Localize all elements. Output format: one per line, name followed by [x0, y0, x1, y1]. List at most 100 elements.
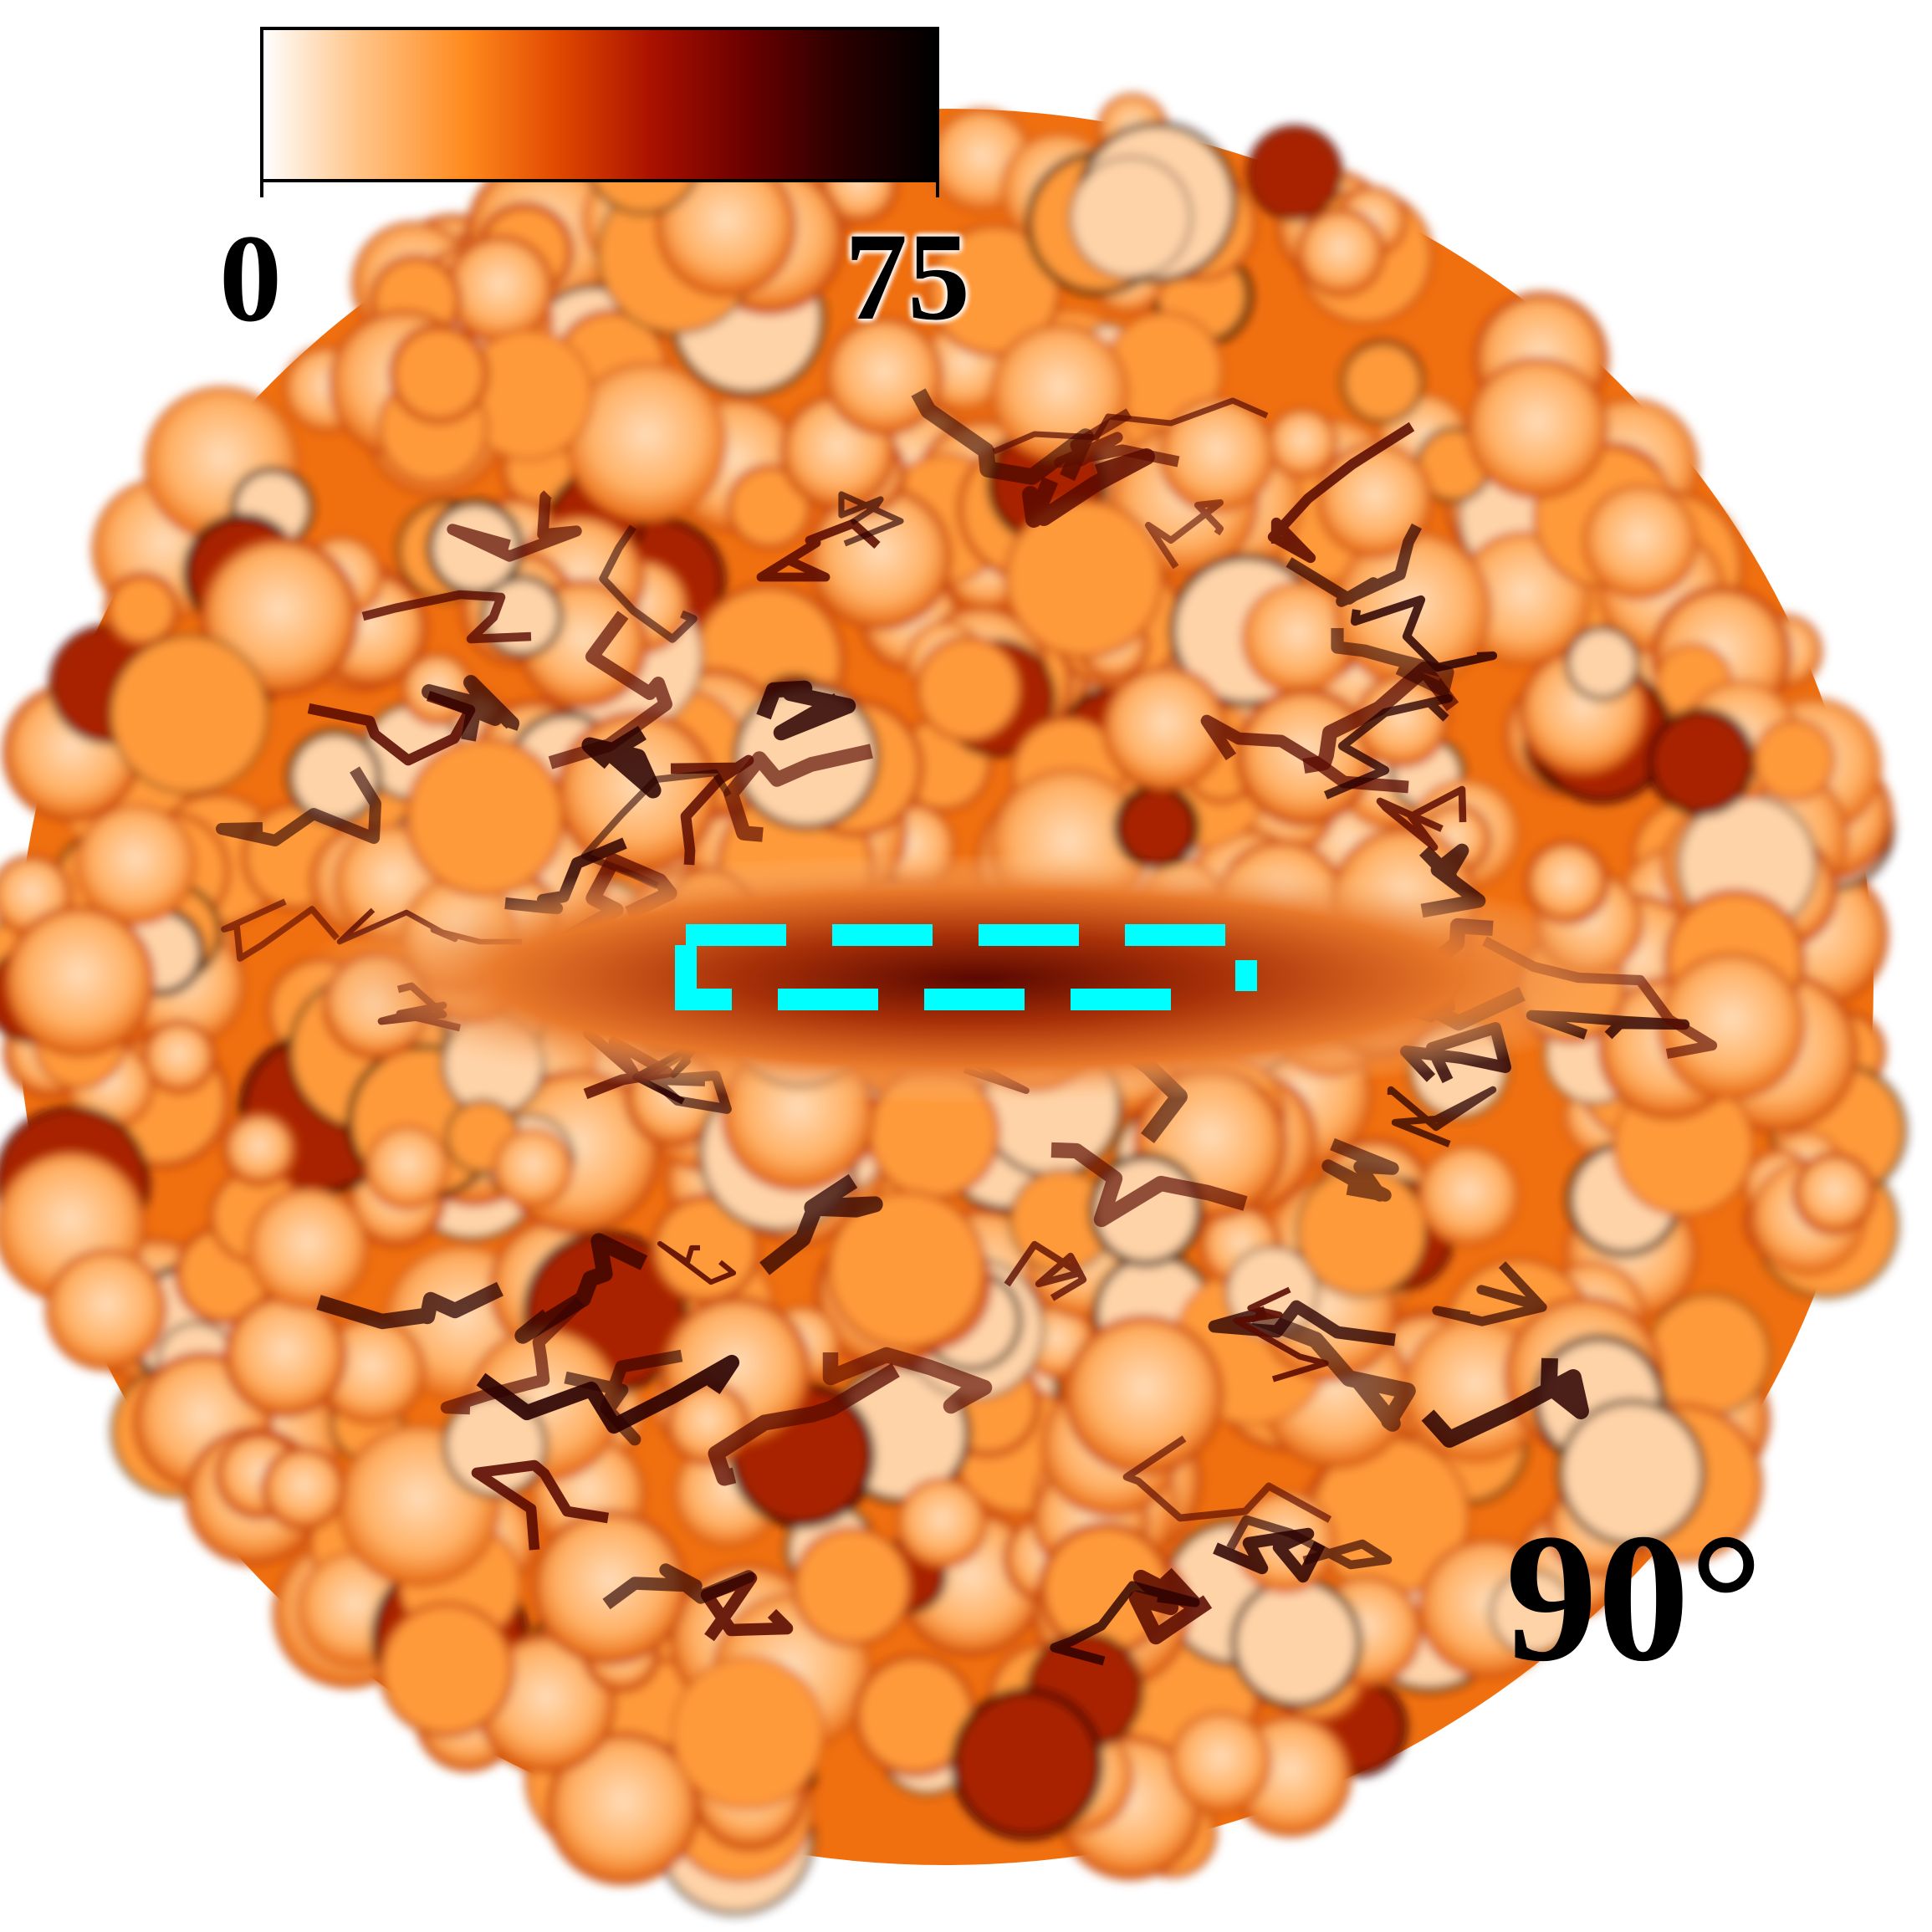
colorbar	[260, 27, 939, 182]
region-box	[675, 924, 1257, 1010]
filament	[1323, 693, 1454, 800]
filament	[657, 1240, 737, 1285]
filament	[581, 725, 662, 799]
filament	[221, 898, 340, 962]
cell	[141, 1020, 217, 1095]
filament	[1004, 1240, 1087, 1301]
filament	[1208, 1300, 1396, 1347]
filament	[514, 1233, 648, 1344]
filament	[599, 524, 698, 643]
cell	[493, 1128, 573, 1209]
filament	[1331, 628, 1454, 697]
cell	[791, 1526, 913, 1648]
cell	[1246, 125, 1343, 222]
cell	[1158, 396, 1275, 514]
filament	[1432, 1261, 1547, 1326]
cell	[1582, 483, 1699, 601]
cell	[365, 1125, 450, 1210]
cell	[247, 1188, 369, 1310]
cell	[74, 804, 197, 926]
cell	[1490, 1570, 1575, 1655]
filament	[1376, 785, 1467, 851]
cell	[388, 323, 490, 425]
filament	[476, 1354, 740, 1434]
cell	[1341, 340, 1424, 424]
cell	[1466, 357, 1608, 499]
cell	[826, 1189, 987, 1350]
filament	[1050, 1142, 1248, 1228]
cell	[726, 463, 813, 550]
colorbar-tick-max	[936, 182, 939, 197]
cell	[104, 571, 181, 648]
cell	[3, 905, 156, 1057]
filament	[1122, 1435, 1332, 1523]
filament	[564, 1349, 683, 1446]
filament	[1200, 714, 1409, 794]
cell	[378, 1601, 515, 1738]
cell	[1296, 207, 1386, 298]
filament	[1321, 1137, 1399, 1202]
filament	[1144, 498, 1224, 570]
cell	[1169, 1711, 1271, 1813]
cell	[1565, 626, 1640, 701]
filament	[447, 490, 582, 562]
region-box-outline	[675, 924, 1257, 1010]
filament	[708, 1362, 900, 1486]
filament	[422, 675, 519, 742]
filament	[1267, 422, 1415, 564]
cell	[928, 223, 1061, 357]
cell	[1069, 156, 1193, 279]
filament	[440, 1296, 585, 1415]
filament	[759, 1173, 883, 1275]
filament	[756, 680, 856, 741]
cell	[1266, 407, 1338, 479]
cell	[261, 1446, 346, 1531]
cell	[1418, 1145, 1520, 1247]
cell-field	[0, 75, 1907, 1915]
cell	[1752, 718, 1836, 802]
cell	[405, 737, 565, 897]
cell	[1230, 1577, 1362, 1709]
filament	[1213, 1527, 1326, 1583]
cell	[45, 1249, 167, 1371]
filament	[316, 1281, 503, 1330]
filament	[1387, 1086, 1497, 1147]
cell	[221, 1111, 298, 1188]
filament	[822, 1347, 993, 1414]
cell	[896, 1477, 988, 1569]
cell	[1647, 1293, 1771, 1417]
cell	[445, 234, 555, 345]
filament	[992, 397, 1269, 455]
filament	[1421, 1357, 1589, 1448]
filament	[1233, 1286, 1329, 1383]
cell	[1113, 784, 1200, 871]
cell	[950, 1687, 1104, 1841]
filament	[1054, 408, 1180, 468]
filament	[1022, 448, 1155, 528]
filament	[1350, 595, 1498, 672]
colorbar-max-label: 75	[845, 207, 970, 346]
colorbar-min-label: 0	[219, 209, 282, 348]
filament	[216, 766, 381, 846]
cell	[1792, 1152, 1876, 1235]
angle-label: 90°	[1505, 1495, 1763, 1699]
colorbar-tick-min	[260, 182, 263, 197]
filament	[1251, 1308, 1416, 1432]
filament	[1285, 523, 1423, 607]
cell	[671, 1656, 825, 1810]
central-disk	[293, 853, 1664, 1104]
filament	[723, 744, 873, 842]
cell	[1557, 1398, 1706, 1547]
filament	[1050, 1581, 1200, 1666]
cell	[915, 636, 1022, 743]
cell	[223, 1294, 347, 1418]
cell	[1064, 1315, 1224, 1475]
filament	[1226, 1515, 1393, 1570]
filament	[471, 1459, 610, 1551]
cell	[825, 317, 943, 436]
filament	[602, 1563, 755, 1610]
filament	[361, 590, 532, 644]
filament	[838, 491, 904, 547]
